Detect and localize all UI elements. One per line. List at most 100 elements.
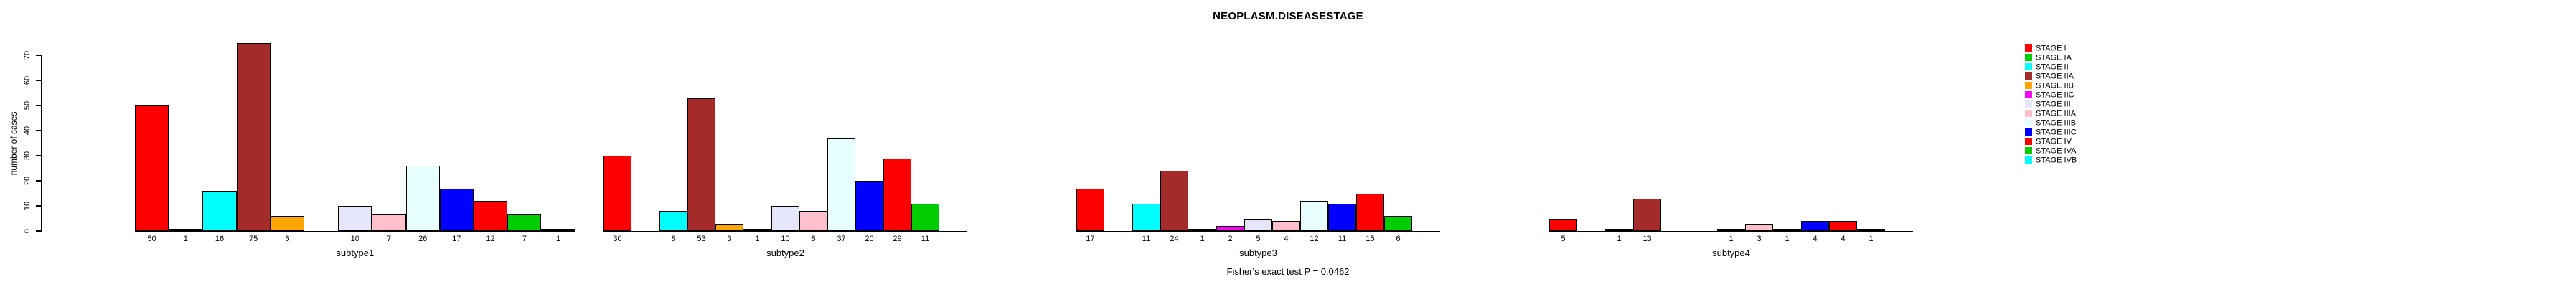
legend-row: STAGE IIC bbox=[2025, 90, 2077, 100]
bar-value-label: 12 bbox=[1310, 235, 1319, 243]
legend-label: STAGE IVB bbox=[2036, 156, 2077, 165]
legend-row: STAGE IVA bbox=[2025, 146, 2077, 156]
bar-value-label: 11 bbox=[1142, 235, 1151, 243]
y-tick bbox=[36, 105, 41, 106]
bar-subtype3-stage-ii bbox=[1132, 203, 1160, 231]
legend-row: STAGE II bbox=[2025, 62, 2077, 72]
bar-value-label: 12 bbox=[486, 235, 495, 243]
bar-subtype2-stage-iii bbox=[771, 206, 799, 231]
legend-row: STAGE IIIA bbox=[2025, 109, 2077, 118]
x-axis-line bbox=[603, 231, 967, 232]
legend-swatch-icon bbox=[2025, 81, 2032, 89]
bar-value-label: 8 bbox=[811, 235, 816, 243]
group-label-subtype4: subtype4 bbox=[1712, 248, 1750, 258]
bar-value-label: 1 bbox=[1729, 235, 1734, 243]
y-tick-label: 50 bbox=[23, 100, 32, 110]
legend-swatch-icon bbox=[2025, 137, 2032, 145]
x-axis-line bbox=[135, 231, 575, 232]
bar-subtype4-stage-ii bbox=[1605, 228, 1633, 231]
bar-subtype4-stage-iiib bbox=[1773, 228, 1801, 231]
legend-label: STAGE IIIB bbox=[2036, 118, 2077, 128]
bar-value-label: 1 bbox=[1785, 235, 1790, 243]
bar-subtype1-stage-ii bbox=[202, 191, 237, 231]
y-tick-label: 0 bbox=[23, 228, 32, 234]
legend-label: STAGE II bbox=[2036, 62, 2069, 72]
legend-label: STAGE IIA bbox=[2036, 72, 2074, 81]
bar-subtype1-stage-iiic bbox=[439, 188, 474, 231]
legend-row: STAGE IIA bbox=[2025, 72, 2077, 81]
bar-subtype1-stage-ia bbox=[169, 228, 203, 231]
bar-value-label: 17 bbox=[1086, 235, 1095, 243]
bar-value-label: 50 bbox=[147, 235, 156, 243]
y-tick-label: 40 bbox=[23, 126, 32, 136]
legend-swatch-icon bbox=[2025, 100, 2032, 108]
legend-label: STAGE IIB bbox=[2036, 81, 2074, 90]
bar-value-label: 10 bbox=[350, 235, 359, 243]
bar-value-label: 11 bbox=[921, 235, 930, 243]
bar-subtype4-stage-iia bbox=[1633, 198, 1661, 231]
bar-value-label: 11 bbox=[1338, 235, 1347, 243]
bar-subtype4-stage-iv bbox=[1829, 221, 1857, 231]
bar-value-label: 1 bbox=[1617, 235, 1622, 243]
y-tick bbox=[36, 155, 41, 156]
legend-label: STAGE IA bbox=[2036, 53, 2072, 62]
bar-value-label: 3 bbox=[1757, 235, 1762, 243]
bar-subtype1-stage-iiib bbox=[405, 166, 440, 231]
bar-subtype4-stage-iva bbox=[1857, 228, 1885, 231]
bar-subtype3-stage-iii bbox=[1244, 218, 1272, 231]
bar-subtype3-stage-iic bbox=[1216, 226, 1244, 231]
legend-swatch-icon bbox=[2025, 156, 2032, 164]
bar-subtype1-stage-ivb bbox=[541, 228, 575, 231]
bar-subtype2-stage-iiib bbox=[827, 138, 855, 231]
legend-label: STAGE IIC bbox=[2036, 90, 2074, 100]
bar-value-label: 24 bbox=[1170, 235, 1179, 243]
legend-row: STAGE IA bbox=[2025, 53, 2077, 62]
bar-value-label: 1 bbox=[1200, 235, 1205, 243]
bar-subtype3-stage-iib bbox=[1188, 228, 1216, 231]
bar-subtype2-stage-iiic bbox=[855, 181, 883, 231]
bar-subtype3-stage-iiic bbox=[1328, 203, 1356, 231]
bar-subtype1-stage-iib bbox=[270, 216, 304, 231]
y-axis-label: number of cases bbox=[9, 111, 19, 176]
y-tick bbox=[36, 55, 41, 56]
legend-row: STAGE IIIB bbox=[2025, 118, 2077, 128]
legend-label: STAGE IV bbox=[2036, 137, 2072, 146]
bar-subtype1-stage-iiia bbox=[372, 213, 406, 231]
bar-value-label: 29 bbox=[893, 235, 902, 243]
bar-value-label: 53 bbox=[697, 235, 706, 243]
bar-subtype3-stage-iiib bbox=[1300, 201, 1328, 231]
y-tick-label: 10 bbox=[23, 201, 32, 211]
bar-subtype1-stage-i bbox=[135, 105, 169, 231]
bar-subtype1-stage-iii bbox=[338, 206, 372, 231]
bar-value-label: 5 bbox=[1561, 235, 1566, 243]
legend-swatch-icon bbox=[2025, 72, 2032, 80]
x-axis-line bbox=[1076, 231, 1440, 232]
bar-value-label: 30 bbox=[613, 235, 622, 243]
bar-value-label: 6 bbox=[1396, 235, 1401, 243]
bar-value-label: 15 bbox=[1365, 235, 1375, 243]
bar-value-label: 2 bbox=[1228, 235, 1233, 243]
bar-subtype2-stage-iib bbox=[715, 223, 743, 231]
bar-subtype2-stage-ii bbox=[659, 211, 687, 231]
legend-swatch-icon bbox=[2025, 109, 2032, 117]
bar-subtype4-stage-iiic bbox=[1801, 221, 1829, 231]
bar-value-label: 8 bbox=[671, 235, 676, 243]
y-tick bbox=[36, 80, 41, 81]
group-label-subtype3: subtype3 bbox=[1239, 248, 1277, 258]
legend-label: STAGE IIIC bbox=[2036, 128, 2077, 137]
bar-subtype2-stage-iiia bbox=[799, 211, 827, 231]
legend-label: STAGE III bbox=[2036, 100, 2071, 109]
y-axis bbox=[41, 55, 42, 232]
legend-label: STAGE I bbox=[2036, 44, 2067, 53]
y-tick bbox=[36, 230, 41, 232]
legend-swatch-icon bbox=[2025, 128, 2032, 136]
bar-subtype4-stage-iii bbox=[1717, 228, 1745, 231]
legend-label: STAGE IIIA bbox=[2036, 109, 2077, 118]
legend-label: STAGE IVA bbox=[2036, 146, 2077, 156]
legend-swatch-icon bbox=[2025, 62, 2032, 70]
bar-value-label: 3 bbox=[727, 235, 732, 243]
bar-value-label: 37 bbox=[837, 235, 846, 243]
legend-row: STAGE IIIC bbox=[2025, 128, 2077, 137]
x-axis-line bbox=[1549, 231, 1913, 232]
bar-value-label: 7 bbox=[522, 235, 527, 243]
